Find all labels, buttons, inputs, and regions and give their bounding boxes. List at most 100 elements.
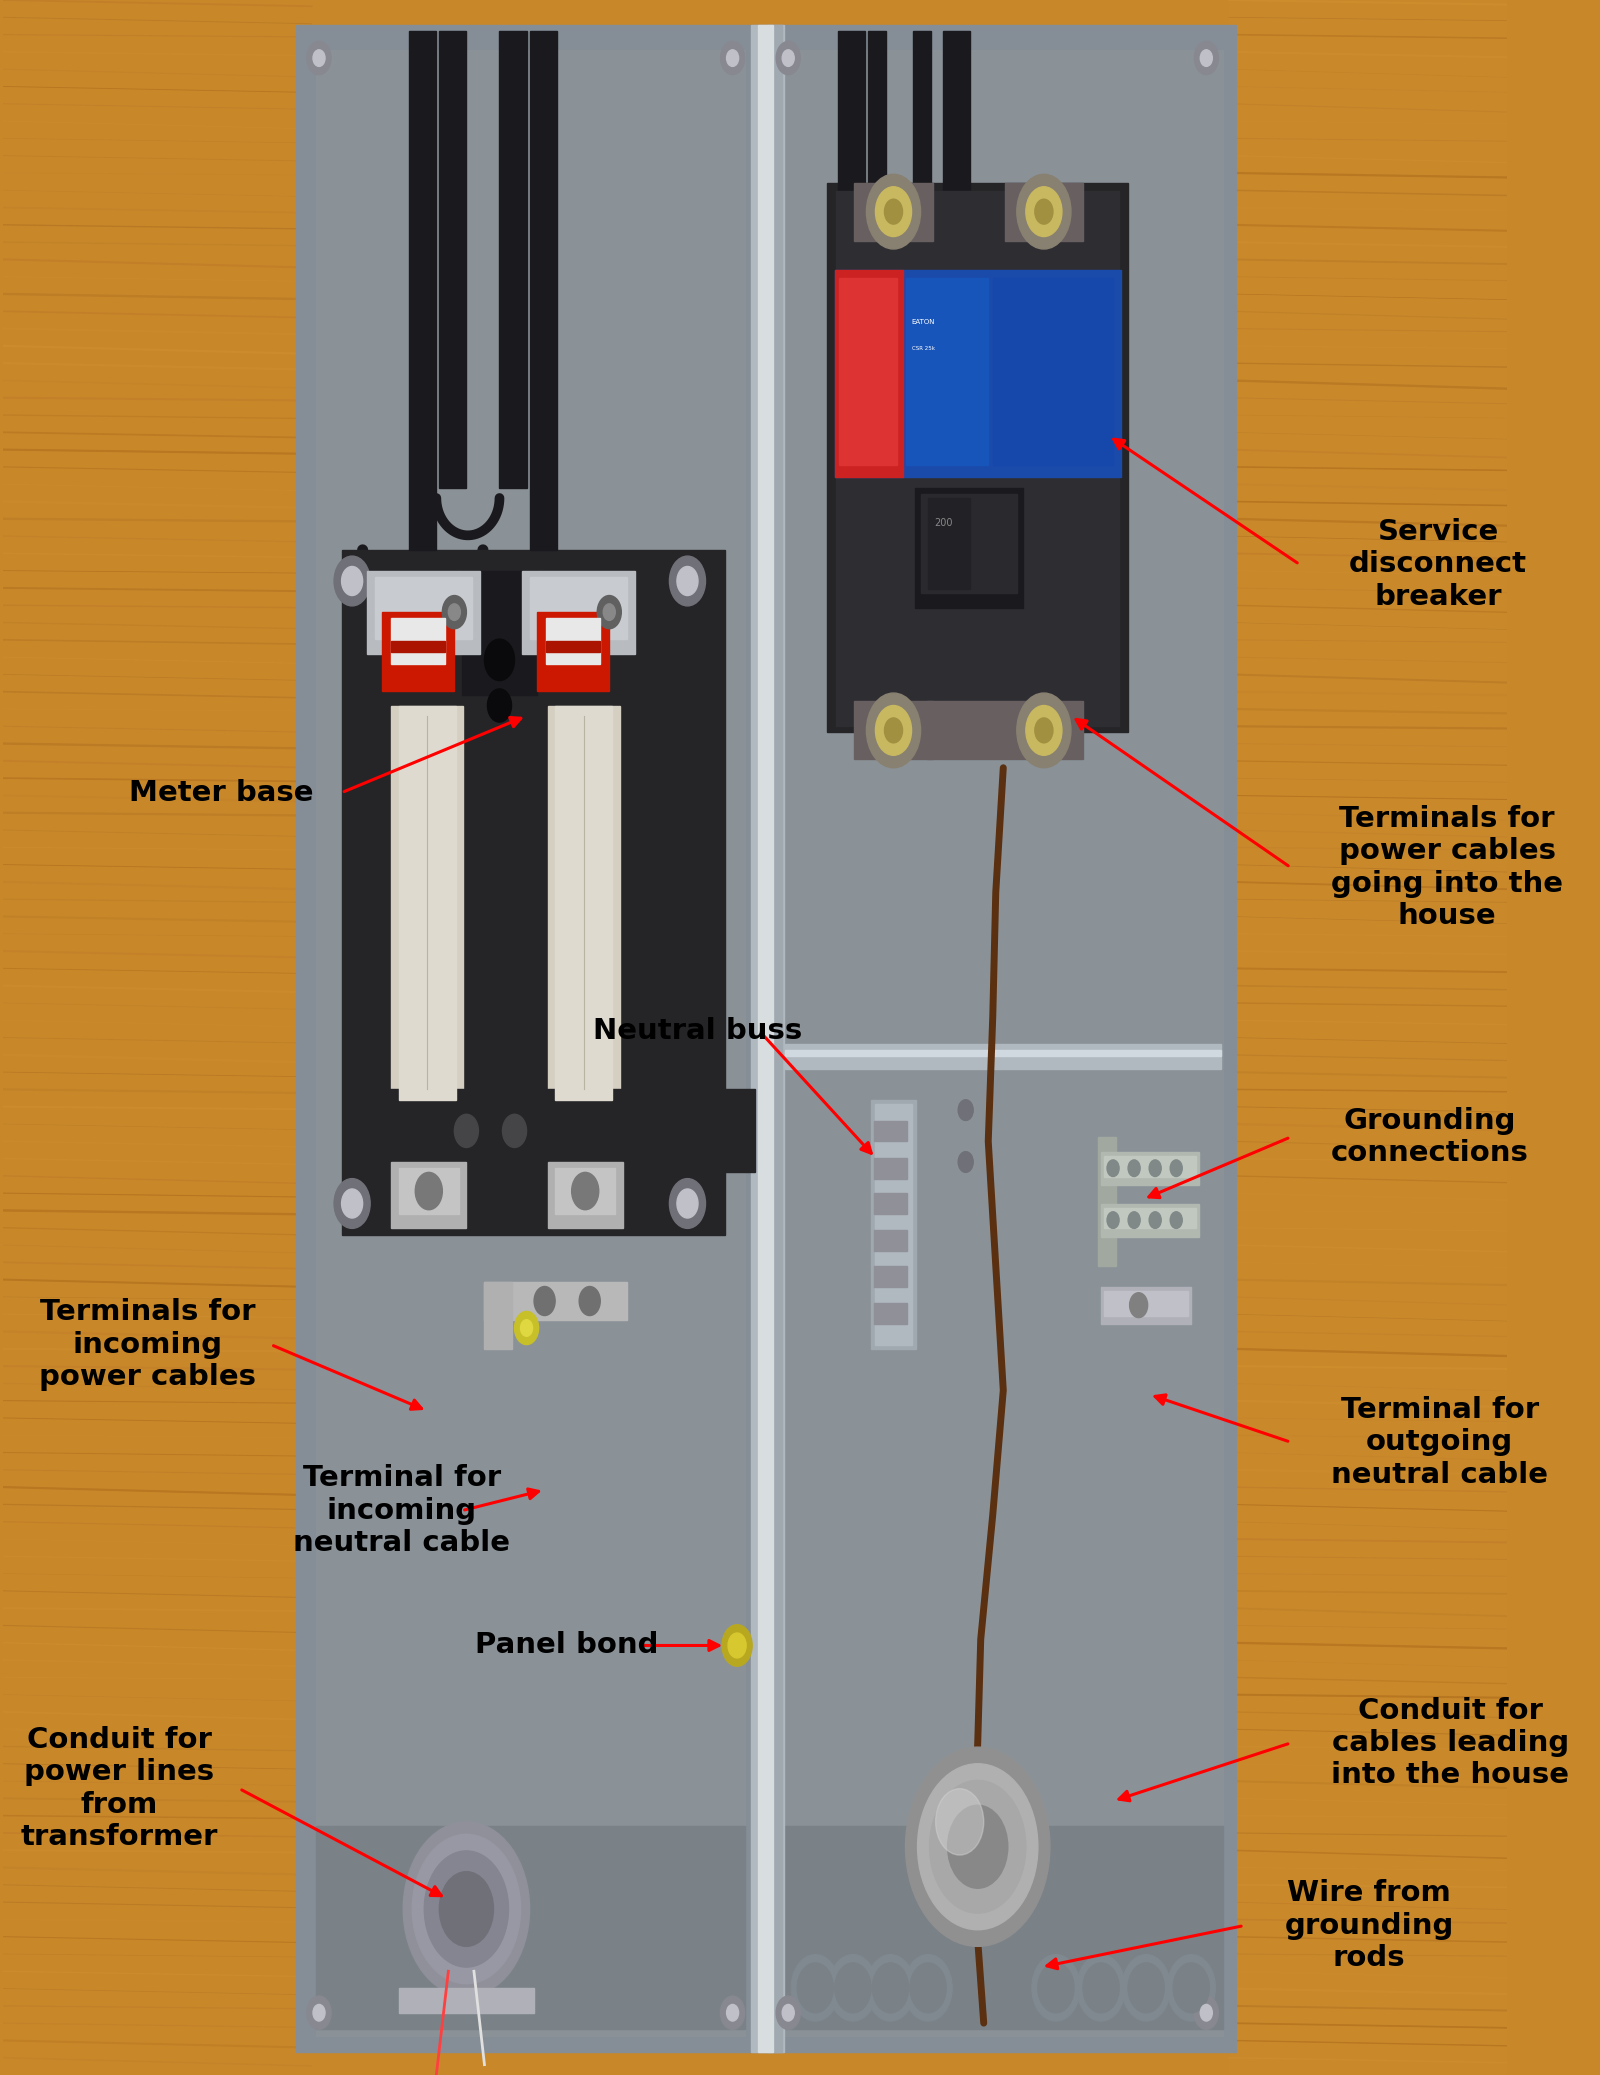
Circle shape (502, 1114, 526, 1147)
Circle shape (314, 50, 325, 66)
Bar (555, 706, 613, 1100)
Circle shape (1018, 174, 1070, 249)
Bar (1104, 1156, 1195, 1177)
Circle shape (424, 1851, 509, 1967)
Circle shape (1083, 1963, 1118, 2013)
Circle shape (947, 1805, 1008, 1888)
Circle shape (726, 50, 739, 66)
Circle shape (875, 187, 912, 237)
Text: Terminal for
incoming
neutral cable: Terminal for incoming neutral cable (293, 1465, 510, 1556)
Circle shape (867, 1955, 915, 2021)
Circle shape (603, 604, 616, 620)
Bar (499, 31, 526, 488)
Circle shape (1130, 1293, 1147, 1318)
Bar (1101, 1204, 1198, 1237)
Circle shape (534, 1286, 555, 1316)
Bar (835, 270, 902, 477)
Bar (837, 191, 1118, 726)
Bar (296, 25, 1237, 2052)
Circle shape (454, 1114, 478, 1147)
Circle shape (1170, 1212, 1182, 1228)
Bar (3, 0, 312, 2075)
Bar (875, 1104, 912, 1345)
Text: Service
disconnect
breaker: Service disconnect breaker (1349, 519, 1526, 610)
Circle shape (669, 556, 706, 606)
Bar (779, 50, 1222, 2036)
Bar (992, 278, 1114, 465)
Bar (928, 498, 970, 589)
Text: Panel bond: Panel bond (475, 1631, 659, 1660)
Bar (538, 612, 610, 691)
Bar (522, 571, 635, 654)
Bar (870, 1100, 917, 1349)
Bar (1005, 183, 1083, 241)
Bar (366, 571, 480, 654)
Circle shape (677, 566, 698, 596)
Text: 200: 200 (934, 519, 952, 527)
Text: Conduit for
cables leading
into the house: Conduit for cables leading into the hous… (1331, 1697, 1570, 1789)
Circle shape (917, 1764, 1038, 1930)
Bar (874, 1303, 907, 1324)
Circle shape (1194, 42, 1218, 75)
Bar (840, 278, 896, 465)
Circle shape (1026, 187, 1062, 237)
Bar (1101, 1152, 1198, 1185)
Circle shape (1149, 1212, 1162, 1228)
Circle shape (910, 1963, 946, 2013)
Bar (341, 550, 725, 1235)
Circle shape (669, 1179, 706, 1228)
Circle shape (579, 1286, 600, 1316)
Bar (555, 1168, 616, 1214)
Bar (779, 1826, 1222, 2029)
Circle shape (958, 1100, 973, 1120)
Bar (758, 25, 773, 2052)
Bar (530, 31, 557, 550)
Circle shape (720, 1996, 744, 2029)
Bar (867, 31, 886, 384)
Text: Wire from
grounding
rods: Wire from grounding rods (1285, 1880, 1454, 1971)
Circle shape (885, 718, 902, 743)
Bar (1229, 0, 1507, 2075)
Bar (547, 706, 619, 1100)
Circle shape (1168, 1955, 1216, 2021)
Circle shape (720, 42, 744, 75)
Bar (462, 571, 538, 695)
Circle shape (485, 639, 515, 681)
Circle shape (442, 596, 467, 629)
Circle shape (1077, 1955, 1125, 2021)
Bar (914, 31, 931, 384)
Circle shape (597, 596, 621, 629)
Circle shape (875, 706, 912, 755)
Bar (1104, 1208, 1195, 1228)
Text: EATON: EATON (912, 320, 934, 324)
Circle shape (776, 1996, 800, 2029)
Bar (766, 25, 782, 2052)
Circle shape (307, 1996, 331, 2029)
Circle shape (416, 1172, 442, 1210)
Bar (547, 1162, 622, 1228)
Bar (920, 494, 1018, 593)
Circle shape (1107, 1212, 1118, 1228)
Circle shape (726, 2004, 739, 2021)
Circle shape (872, 1963, 909, 2013)
Circle shape (958, 1152, 973, 1172)
Circle shape (885, 199, 902, 224)
Bar (371, 1089, 755, 1172)
Bar (874, 1230, 907, 1251)
Circle shape (1038, 1963, 1074, 2013)
Circle shape (835, 1963, 870, 2013)
Circle shape (782, 2004, 794, 2021)
Text: Meter base: Meter base (130, 778, 314, 807)
Bar (440, 31, 467, 488)
Circle shape (792, 1955, 840, 2021)
Circle shape (867, 174, 920, 249)
Circle shape (867, 693, 920, 768)
Bar (942, 31, 970, 446)
Circle shape (936, 1789, 984, 1855)
Circle shape (1018, 693, 1070, 768)
Circle shape (341, 1189, 363, 1218)
Text: Terminal for
outgoing
neutral cable: Terminal for outgoing neutral cable (1331, 1396, 1549, 1488)
Circle shape (1107, 1160, 1118, 1177)
Circle shape (1032, 1955, 1080, 2021)
Text: CSR 25k: CSR 25k (912, 347, 934, 351)
